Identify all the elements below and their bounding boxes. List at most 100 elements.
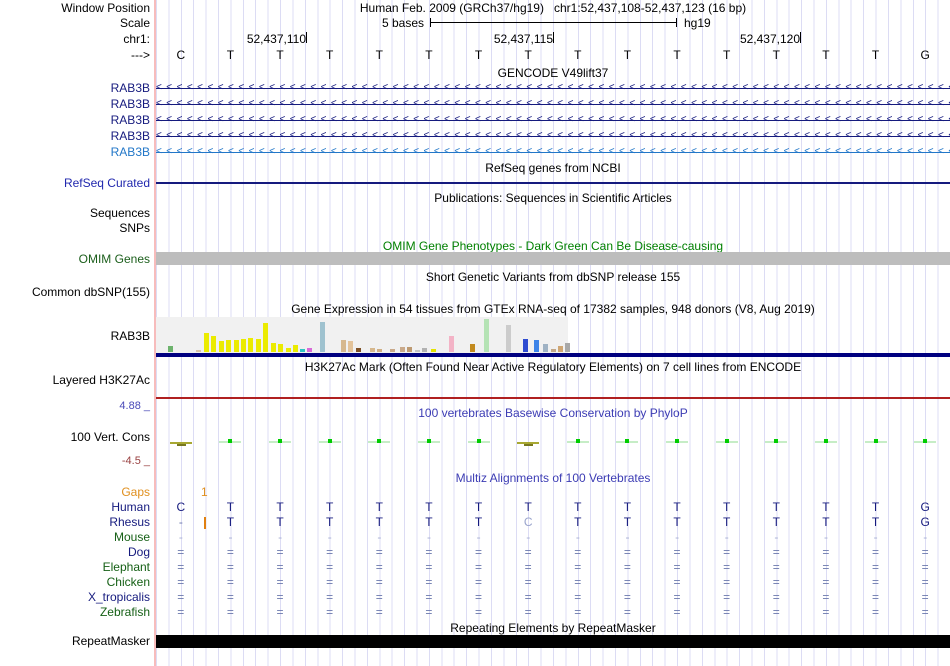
base-5: T — [375, 48, 383, 62]
gtex-tissue-bar[interactable] — [551, 349, 556, 352]
gencode-gene-label[interactable]: RAB3B — [110, 81, 150, 95]
layered-h3k27ac-label[interactable]: Layered H3K27Ac — [52, 373, 150, 387]
multiz-species-label-mouse[interactable]: Mouse — [113, 530, 150, 544]
conservation-track-title[interactable]: 100 vertebrates Basewise Conservation by… — [418, 406, 688, 420]
gtex-tissue-bar[interactable] — [256, 339, 261, 352]
gencode-gene-label[interactable]: RAB3B — [110, 113, 150, 127]
gtex-tissue-bar[interactable] — [390, 349, 395, 352]
sequences-track-label[interactable]: Sequences — [89, 206, 150, 220]
gtex-tissue-bar[interactable] — [234, 340, 239, 352]
gtex-tissue-bar[interactable] — [286, 348, 291, 352]
alignment-glyph: = — [177, 575, 185, 589]
gtex-tissue-bar[interactable] — [300, 349, 305, 352]
gtex-tissue-bar[interactable] — [263, 323, 268, 352]
multiz-species-label-dog[interactable]: Dog — [127, 545, 150, 559]
multiz-species-label-chicken[interactable]: Chicken — [106, 575, 150, 589]
omim-track-title[interactable]: OMIM Gene Phenotypes - Dark Green Can Be… — [382, 239, 724, 253]
gtex-gene-label[interactable]: RAB3B — [110, 329, 150, 343]
gtex-tissue-bar[interactable] — [407, 347, 412, 352]
multiz-species-label-rhesus[interactable]: Rhesus — [109, 515, 150, 529]
gtex-tissue-bar[interactable] — [271, 343, 276, 352]
alignment-glyph: = — [276, 560, 284, 574]
multiz-row-chicken[interactable]: = = = = = = = = = = = = = = = = — [156, 575, 950, 590]
gtex-tissue-bar[interactable] — [543, 344, 548, 352]
h3k27ac-track-title[interactable]: H3K27Ac Mark (Often Found Near Active Re… — [304, 360, 802, 374]
gtex-tissue-bar[interactable] — [506, 325, 511, 352]
multiz-row-x_tropicalis[interactable]: = = = = = = = = = = = = = = = = — [156, 590, 950, 605]
gtex-tissue-bar[interactable] — [196, 350, 201, 352]
multiz-track-title[interactable]: Multiz Alignments of 100 Vertebrates — [455, 471, 651, 485]
common-dbsnp-label[interactable]: Common dbSNP(155) — [31, 285, 150, 299]
gtex-gene-model-line[interactable] — [156, 353, 950, 357]
alignment-glyph: = — [226, 560, 234, 574]
gtex-tissue-bar[interactable] — [226, 340, 231, 352]
gtex-tissue-bar[interactable] — [484, 319, 489, 352]
gtex-tissue-bar[interactable] — [356, 348, 361, 352]
multiz-row-gaps[interactable]: 1 — [156, 485, 950, 500]
gtex-tissue-bar[interactable] — [278, 344, 283, 352]
repeatmasker-label[interactable]: RepeatMasker — [71, 634, 150, 648]
dbsnp-track-title[interactable]: Short Genetic Variants from dbSNP releas… — [425, 270, 681, 284]
refseq-track-title[interactable]: RefSeq genes from NCBI — [485, 161, 621, 175]
gtex-tissue-bar[interactable] — [400, 347, 405, 352]
omim-genes-label[interactable]: OMIM Genes — [78, 252, 150, 266]
multiz-species-label-zebrafish[interactable]: Zebrafish — [99, 605, 150, 619]
alignment-glyph: - — [526, 530, 531, 544]
refseq-gene-line[interactable] — [156, 182, 950, 184]
conservation-track-label[interactable]: 100 Vert. Cons — [70, 430, 150, 444]
gtex-barchart-panel[interactable] — [156, 317, 568, 353]
gtex-tissue-bar[interactable] — [534, 340, 539, 352]
gtex-tissue-bar[interactable] — [341, 340, 346, 352]
multiz-row-dog[interactable]: = = = = = = = = = = = = = = = = — [156, 545, 950, 560]
gtex-tissue-bar[interactable] — [204, 333, 209, 352]
h3k27ac-baseline[interactable] — [156, 397, 950, 399]
phylop-negative-tick — [176, 444, 186, 446]
multiz-row-mouse[interactable]: ---------------- — [156, 530, 950, 545]
gtex-tissue-bar[interactable] — [449, 336, 454, 352]
gencode-gene-label[interactable]: RAB3B — [110, 129, 150, 143]
repeatmasker-repeat-bar[interactable] — [156, 635, 950, 648]
gtex-tissue-bar[interactable] — [422, 348, 427, 352]
multiz-row-zebrafish[interactable]: = = = = = = = = = = = = = = = = — [156, 605, 950, 620]
gencode-gene-label[interactable]: RAB3B — [110, 145, 150, 159]
alignment-glyph: = — [326, 605, 334, 619]
publications-track-title[interactable]: Publications: Sequences in Scientific Ar… — [434, 191, 672, 205]
gencode-transcript[interactable]: <<<<<<<<<<<<<<<<<<<<<<<<<<<<<<<<<<<<<<<<… — [156, 128, 950, 144]
gtex-tissue-bar[interactable] — [219, 341, 224, 352]
gtex-tissue-bar[interactable] — [293, 345, 298, 352]
gencode-transcript[interactable]: <<<<<<<<<<<<<<<<<<<<<<<<<<<<<<<<<<<<<<<<… — [156, 144, 950, 160]
refseq-curated-label[interactable]: RefSeq Curated — [63, 176, 150, 190]
alignment-glyph: = — [574, 590, 582, 604]
gtex-tissue-bar[interactable] — [320, 322, 325, 352]
gtex-tissue-bar[interactable] — [415, 350, 420, 352]
gtex-tissue-bar[interactable] — [248, 338, 253, 352]
gtex-tissue-bar[interactable] — [211, 336, 216, 352]
gtex-tissue-bar[interactable] — [565, 343, 570, 352]
gtex-tissue-bar[interactable] — [370, 348, 375, 352]
omim-gene-bar[interactable] — [156, 252, 950, 265]
gtex-tissue-bar[interactable] — [168, 346, 173, 352]
gtex-tissue-bar[interactable] — [377, 349, 382, 352]
gtex-tissue-bar[interactable] — [523, 339, 528, 352]
gtex-tissue-bar[interactable] — [558, 346, 563, 352]
gencode-transcript[interactable]: <<<<<<<<<<<<<<<<<<<<<<<<<<<<<<<<<<<<<<<<… — [156, 80, 950, 96]
gencode-transcript[interactable]: <<<<<<<<<<<<<<<<<<<<<<<<<<<<<<<<<<<<<<<<… — [156, 96, 950, 112]
gtex-tissue-bar[interactable] — [307, 348, 312, 352]
snps-track-label[interactable]: SNPs — [119, 221, 150, 235]
multiz-species-label-human[interactable]: Human — [111, 500, 150, 514]
gtex-tissue-bar[interactable] — [431, 349, 436, 352]
gencode-transcript[interactable]: <<<<<<<<<<<<<<<<<<<<<<<<<<<<<<<<<<<<<<<<… — [156, 112, 950, 128]
repeatmasker-track-title[interactable]: Repeating Elements by RepeatMasker — [450, 621, 656, 635]
gtex-tissue-bar[interactable] — [241, 339, 246, 352]
gtex-tissue-bar[interactable] — [348, 341, 353, 352]
multiz-row-elephant[interactable]: = = = = = = = = = = = = = = = = — [156, 560, 950, 575]
gencode-gene-label[interactable]: RAB3B — [110, 97, 150, 111]
multiz-species-label-gaps[interactable]: Gaps — [121, 485, 150, 499]
gtex-track-title[interactable]: Gene Expression in 54 tissues from GTEx … — [291, 302, 815, 316]
gencode-track-title[interactable]: GENCODE V49lift37 — [497, 66, 609, 80]
multiz-species-label-x_tropicalis[interactable]: X_tropicalis — [87, 590, 150, 604]
multiz-species-label-elephant[interactable]: Elephant — [102, 560, 150, 574]
gtex-tissue-bar[interactable] — [470, 344, 475, 352]
